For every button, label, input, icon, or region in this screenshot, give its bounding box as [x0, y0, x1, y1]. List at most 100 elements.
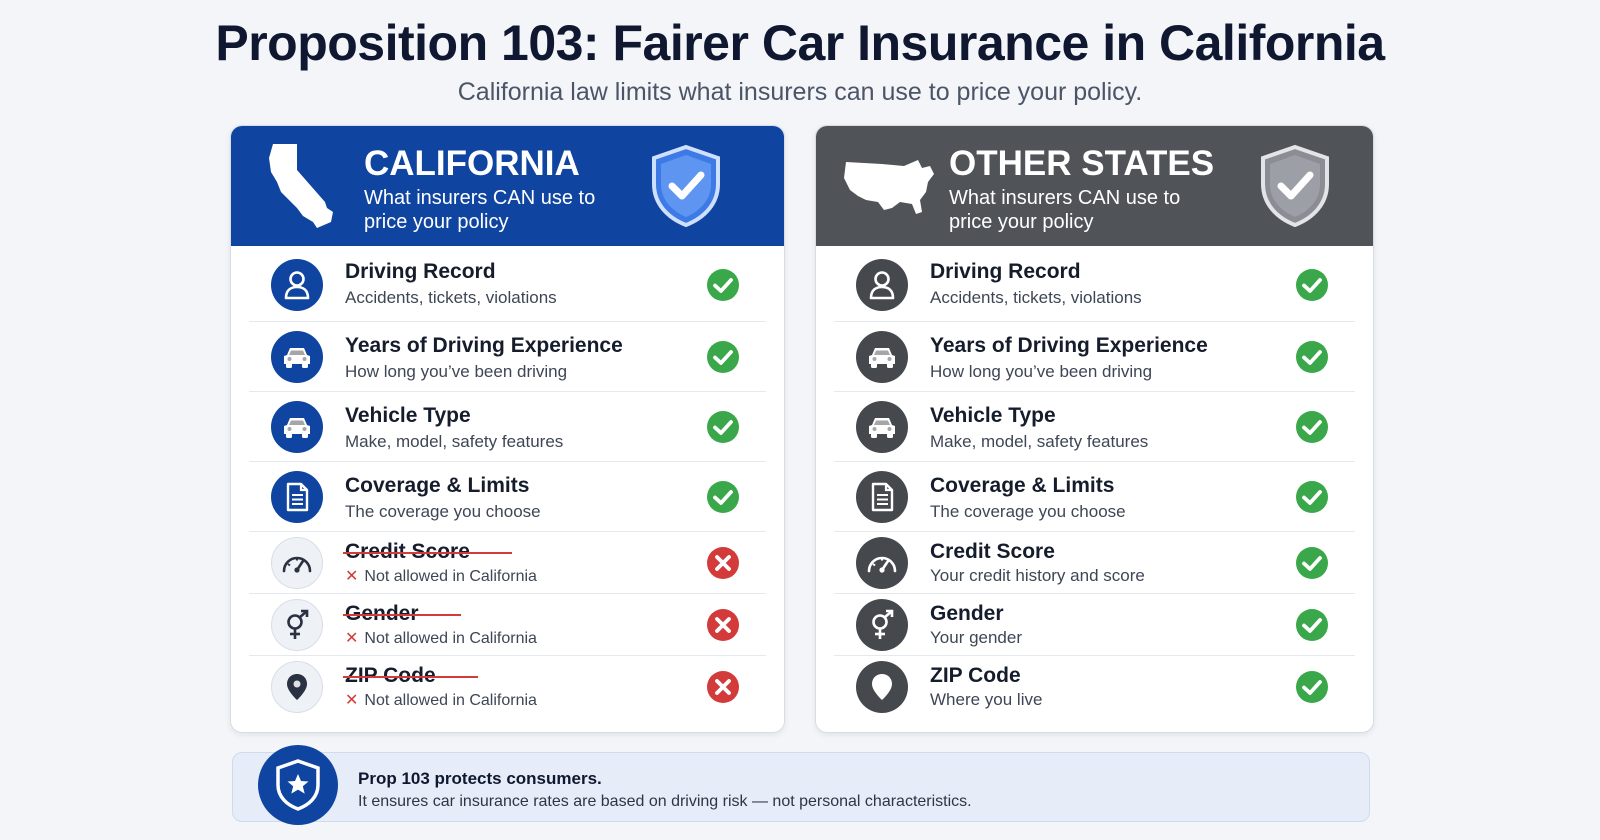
- criteria-label: Credit Score: [930, 540, 1055, 564]
- california-map-icon: [269, 144, 333, 228]
- allowed-check-icon: [1295, 546, 1329, 580]
- criteria-label: Gender: [930, 602, 1004, 626]
- criteria-label: Years of Driving Experience: [345, 334, 623, 358]
- criteria-description: How long you’ve been driving: [930, 362, 1152, 382]
- criteria-label-text: ZIP Code: [930, 664, 1021, 687]
- criteria-description: Your credit history and score: [930, 566, 1145, 586]
- criteria-description-text: The coverage you choose: [345, 502, 541, 521]
- shield-star-icon: [258, 745, 338, 825]
- criteria-label: ZIP Code: [343, 664, 478, 688]
- car-icon: [856, 401, 908, 453]
- location-pin-icon: [856, 661, 908, 713]
- criteria-description-text: Your gender: [930, 628, 1023, 647]
- criteria-label-text: Years of Driving Experience: [930, 334, 1208, 357]
- gender-icon: [856, 599, 908, 651]
- not-allowed-icon: [706, 608, 740, 642]
- car-icon: [856, 331, 908, 383]
- shield-check-icon: [652, 144, 720, 228]
- criteria-row: Coverage & Limits The coverage you choose: [249, 462, 766, 532]
- footer-title: Prop 103 protects consumers.: [358, 769, 602, 788]
- allowed-check-icon: [1295, 340, 1329, 374]
- criteria-description-text: Accidents, tickets, violations: [345, 288, 557, 307]
- location-pin-icon: [271, 661, 323, 713]
- criteria-description-text: Not allowed in California: [364, 692, 537, 709]
- criteria-label-text: Gender: [930, 602, 1004, 625]
- criteria-description: How long you’ve been driving: [345, 362, 567, 382]
- criteria-row: Driving Record Accidents, tickets, violat…: [249, 248, 766, 322]
- criteria-row: Vehicle Type Make, model, safety features: [249, 392, 766, 462]
- criteria-description: Accidents, tickets, violations: [930, 288, 1142, 308]
- allowed-check-icon: [706, 340, 740, 374]
- usa-map-icon: [844, 160, 934, 214]
- criteria-label: Vehicle Type: [930, 404, 1056, 428]
- allowed-check-icon: [706, 268, 740, 302]
- allowed-check-icon: [706, 410, 740, 444]
- criteria-description-text: How long you’ve been driving: [930, 362, 1153, 381]
- allowed-check-icon: [1295, 268, 1329, 302]
- california-subtitle: What insurers CAN use to price your poli…: [364, 187, 596, 233]
- criteria-description: ✕ Not allowed in California: [345, 628, 537, 648]
- criteria-description: The coverage you choose: [345, 502, 541, 522]
- criteria-label-text: Driving Record: [345, 260, 496, 283]
- criteria-label-text: Driving Record: [930, 260, 1081, 283]
- criteria-description: Accidents, tickets, violations: [345, 288, 557, 308]
- criteria-description: Make, model, safety features: [930, 432, 1148, 452]
- criteria-label: Years of Driving Experience: [930, 334, 1208, 358]
- criteria-description: The coverage you choose: [930, 502, 1126, 522]
- gender-icon: [271, 599, 323, 651]
- page-title: Proposition 103: Fairer Car Insurance in…: [215, 15, 1385, 71]
- criteria-label: Credit Score: [343, 540, 512, 564]
- document-icon: [271, 471, 323, 523]
- criteria-label-text: Credit Score: [343, 540, 512, 563]
- criteria-description-text: Your credit history and score: [930, 566, 1145, 585]
- criteria-row: Vehicle Type Make, model, safety features: [834, 392, 1355, 462]
- california-header: CALIFORNIA What insurers CAN use to pric…: [231, 126, 784, 246]
- not-allowed-x-icon: ✕: [345, 630, 359, 647]
- allowed-check-icon: [1295, 608, 1329, 642]
- allowed-check-icon: [1295, 410, 1329, 444]
- criteria-label-text: Years of Driving Experience: [345, 334, 623, 357]
- criteria-description: ✕ Not allowed in California: [345, 566, 537, 586]
- criteria-label: Driving Record: [345, 260, 496, 284]
- criteria-label-text: Coverage & Limits: [345, 474, 530, 497]
- criteria-label: Coverage & Limits: [345, 474, 529, 498]
- allowed-check-icon: [1295, 670, 1329, 704]
- criteria-description-text: Accidents, tickets, violations: [930, 288, 1142, 307]
- other-states-panel: OTHER STATES What insurers CAN use to pr…: [815, 125, 1374, 733]
- criteria-label-text: Gender: [343, 602, 460, 625]
- car-icon: [271, 401, 323, 453]
- criteria-description-text: Make, model, safety features: [345, 432, 564, 451]
- criteria-label: Driving Record: [930, 260, 1081, 284]
- criteria-description-text: Not allowed in California: [364, 630, 537, 647]
- footer-banner: Prop 103 protects consumers. It ensures …: [232, 752, 1370, 822]
- criteria-row: Driving Record Accidents, tickets, violat…: [834, 248, 1355, 322]
- criteria-label-text: Credit Score: [930, 540, 1055, 563]
- california-title: CALIFORNIA: [364, 144, 580, 183]
- footer-text: It ensures car insurance rates are based…: [358, 793, 972, 810]
- not-allowed-icon: [706, 546, 740, 580]
- criteria-row: Gender ✕ Not allowed in California: [249, 594, 766, 656]
- criteria-description-text: How long you’ve been driving: [345, 362, 568, 381]
- page-subtitle: California law limits what insurers can …: [457, 78, 1143, 106]
- criteria-row: Years of Driving Experience How long you’…: [834, 322, 1355, 392]
- criteria-row: Gender Your gender: [834, 594, 1355, 656]
- criteria-label: Coverage & Limits: [930, 474, 1114, 498]
- criteria-row: Years of Driving Experience How long you’…: [249, 322, 766, 392]
- criteria-description: ✕ Not allowed in California: [345, 690, 537, 710]
- california-panel: CALIFORNIA What insurers CAN use to pric…: [230, 125, 785, 733]
- criteria-description-text: The coverage you choose: [930, 502, 1126, 521]
- other-states-subtitle: What insurers CAN use to price your poli…: [949, 187, 1181, 233]
- other-states-header: OTHER STATES What insurers CAN use to pr…: [816, 126, 1373, 246]
- speedometer-icon: [856, 537, 908, 589]
- car-icon: [271, 331, 323, 383]
- criteria-description: Where you live: [930, 690, 1042, 710]
- speedometer-icon: [271, 537, 323, 589]
- criteria-row: Credit Score Your credit history and scor…: [834, 532, 1355, 594]
- not-allowed-x-icon: ✕: [345, 692, 359, 709]
- criteria-label-text: Coverage & Limits: [930, 474, 1115, 497]
- criteria-label-text: Vehicle Type: [930, 404, 1056, 427]
- document-icon: [856, 471, 908, 523]
- criteria-label-text: ZIP Code: [343, 664, 478, 687]
- criteria-label: Gender: [343, 602, 460, 626]
- not-allowed-x-icon: ✕: [345, 568, 359, 585]
